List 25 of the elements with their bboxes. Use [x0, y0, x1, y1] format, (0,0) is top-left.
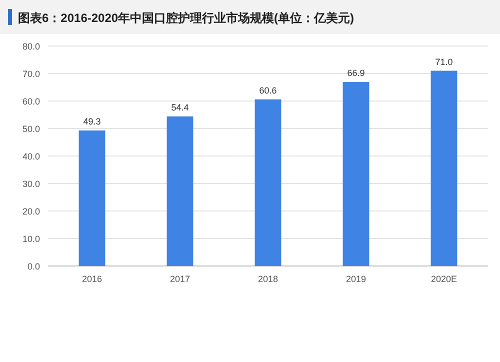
x-tick-label: 2016	[82, 274, 102, 284]
x-tick-label: 2019	[346, 274, 366, 284]
y-tick-label: 10.0	[22, 234, 40, 244]
bar	[342, 82, 370, 266]
x-tick-label: 2017	[170, 274, 190, 284]
y-tick-label: 80.0	[22, 42, 40, 52]
bar	[166, 116, 194, 266]
y-tick-label: 20.0	[22, 206, 40, 216]
y-tick-label: 30.0	[22, 179, 40, 189]
chart-title: 图表6：2016-2020年中国口腔护理行业市场规模(单位：亿美元)	[18, 11, 354, 25]
x-tick-label: 2018	[258, 274, 278, 284]
bar	[254, 99, 282, 266]
data-label: 54.4	[171, 102, 189, 112]
x-tick-label: 2020E	[430, 274, 458, 284]
data-label: 71.0	[435, 56, 453, 67]
data-label: 60.6	[259, 85, 277, 96]
bar	[430, 70, 458, 266]
y-tick-label: 60.0	[22, 96, 40, 106]
y-tick-label: 0.0	[27, 262, 40, 272]
data-label: 66.9	[347, 68, 365, 78]
bar	[78, 130, 106, 266]
data-label: 49.3	[83, 116, 101, 126]
y-tick-label: 70.0	[22, 69, 40, 79]
y-tick-label: 50.0	[22, 124, 40, 134]
y-tick-label: 40.0	[22, 152, 40, 162]
